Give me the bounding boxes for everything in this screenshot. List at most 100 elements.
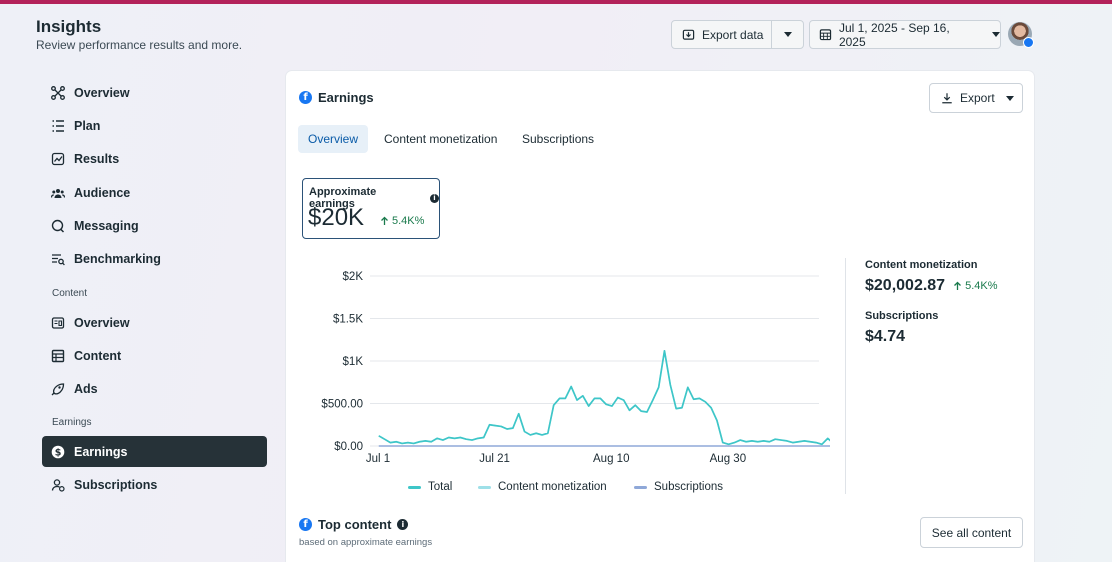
legend-item-total[interactable]: Total <box>408 481 452 493</box>
export-data-label: Export data <box>702 27 764 42</box>
series-line-total <box>378 349 830 446</box>
tab-overview[interactable]: Overview <box>298 125 369 153</box>
legend-label-subscriptions: Subscriptions <box>654 481 724 493</box>
top-accent-bar <box>0 0 1112 4</box>
sidebar-item-label: Results <box>74 151 120 166</box>
metric-label: Approximate earnings i <box>309 186 439 210</box>
results-icon <box>51 152 65 165</box>
overview-icon <box>51 85 65 100</box>
top-content-title: f Top content i <box>299 517 409 532</box>
calendar-icon <box>819 29 832 41</box>
x-tick-label: Jul 21 <box>479 453 510 465</box>
audience-icon <box>51 188 65 198</box>
sidebar-item-audience[interactable]: Audience <box>42 177 267 208</box>
sidebar-item-messaging[interactable]: Messaging <box>42 210 267 241</box>
info-icon[interactable]: i <box>397 519 409 530</box>
vertical-divider <box>845 258 846 494</box>
date-range-label: Jul 1, 2025 - Sep 16, 2025 <box>838 20 950 49</box>
y-tick-label: $500.00 <box>321 399 363 411</box>
legend-item-content-monetization[interactable]: Content monetization <box>478 481 607 493</box>
caret-down-icon <box>992 32 1000 37</box>
metric-delta-value: 5.4K% <box>392 215 425 227</box>
export-data-dropdown-button[interactable] <box>771 20 804 49</box>
sidebar-item-ads[interactable]: Ads <box>42 373 267 404</box>
sidebar-item-label: Content <box>74 348 122 363</box>
sidebar-item-label: Plan <box>74 118 101 133</box>
svg-text:$: $ <box>55 447 62 458</box>
sidebar-item-label: Subscriptions <box>74 477 158 492</box>
export-data-button[interactable]: Export data <box>671 20 772 49</box>
card-title: f Earnings <box>299 90 374 105</box>
y-tick-label: $2K <box>343 271 364 283</box>
tab-subscriptions[interactable]: Subscriptions <box>522 132 595 146</box>
sidebar-item-label: Benchmarking <box>74 251 161 266</box>
tab-content-monetization[interactable]: Content monetization <box>384 132 498 146</box>
sidebar-item-label: Overview <box>74 85 130 100</box>
card-title-label: Earnings <box>318 90 374 105</box>
content-table-icon <box>51 349 65 362</box>
sidebar-item-content[interactable]: Content <box>42 340 267 371</box>
metric-label-text: Approximate earnings <box>309 186 377 210</box>
content-overview-icon <box>51 316 65 329</box>
content-monetization-delta-value: 5.4K% <box>965 280 998 292</box>
x-tick-label: Jul 1 <box>366 453 390 465</box>
caret-down-icon <box>1005 95 1014 101</box>
export-button[interactable]: Export <box>929 83 1023 113</box>
sidebar-item-benchmarking[interactable]: Benchmarking <box>42 243 267 274</box>
sidebar-item-subscriptions[interactable]: Subscriptions <box>42 469 267 500</box>
see-all-content-button[interactable]: See all content <box>920 517 1023 548</box>
page-subtitle: Review performance results and more. <box>36 38 243 52</box>
facebook-badge-icon <box>1023 37 1034 48</box>
x-tick-label: Aug 30 <box>710 453 746 465</box>
legend-label-content-monetization: Content monetization <box>498 481 607 493</box>
y-tick-label: $1K <box>343 356 364 368</box>
metric-value: $20K <box>308 204 365 231</box>
info-icon[interactable]: i <box>430 193 439 203</box>
metric-delta: 5.4K% <box>380 215 424 227</box>
date-range-picker[interactable]: Jul 1, 2025 - Sep 16, 2025 <box>809 20 1001 49</box>
export-label: Export <box>960 91 995 105</box>
download-icon <box>942 93 952 104</box>
arrow-up-icon <box>381 216 388 225</box>
subscriptions-label: Subscriptions <box>865 310 939 322</box>
y-tick-label: $1.5K <box>333 314 363 326</box>
sidebar-item-overview[interactable]: Overview <box>42 77 267 108</box>
legend-swatch-content-monetization <box>478 485 491 489</box>
legend-label-total: Total <box>428 481 453 493</box>
arrow-up-icon <box>954 281 962 290</box>
sidebar-item-label: Ads <box>74 381 98 396</box>
sidebar-item-plan[interactable]: Plan <box>42 110 267 141</box>
subscriptions-value: $4.74 <box>865 328 906 345</box>
benchmarking-icon <box>52 253 65 265</box>
sidebar-item-label: Messaging <box>74 218 139 233</box>
messaging-icon <box>51 219 65 233</box>
plan-icon <box>52 119 64 132</box>
sidebar-item-earnings[interactable]: $ Earnings <box>42 436 267 467</box>
facebook-icon: f <box>299 518 312 531</box>
dollar-icon: $ <box>51 445 65 458</box>
content-monetization-value: $20,002.87 5.4K% <box>865 277 998 295</box>
series-line-content-monetization <box>378 350 830 446</box>
sidebar-section-earnings: Earnings <box>52 417 92 428</box>
ads-icon <box>51 382 65 395</box>
subscriptions-icon <box>51 478 65 492</box>
approximate-earnings-metric[interactable]: Approximate earnings i $20K 5.4K% <box>302 178 440 239</box>
legend-swatch-subscriptions <box>634 485 647 489</box>
sidebar-item-content-overview[interactable]: Overview <box>42 307 267 338</box>
legend-item-subscriptions[interactable]: Subscriptions <box>634 481 723 493</box>
content-monetization-label: Content monetization <box>865 259 978 271</box>
facebook-icon: f <box>299 91 312 104</box>
page-title: Insights <box>36 17 102 36</box>
earnings-card <box>286 71 1034 562</box>
sidebar-section-content: Content <box>52 288 88 299</box>
y-tick-label: $0.00 <box>334 441 363 453</box>
legend-swatch-total <box>408 485 421 489</box>
content-monetization-delta: 5.4K% <box>953 280 998 292</box>
sidebar-item-results[interactable]: Results <box>42 143 267 174</box>
sidebar-item-label: Audience <box>74 185 131 200</box>
sidebar-item-label: Earnings <box>74 444 128 459</box>
x-tick-label: Aug 10 <box>593 453 629 465</box>
export-data-icon <box>682 29 695 40</box>
caret-down-icon <box>783 32 792 37</box>
